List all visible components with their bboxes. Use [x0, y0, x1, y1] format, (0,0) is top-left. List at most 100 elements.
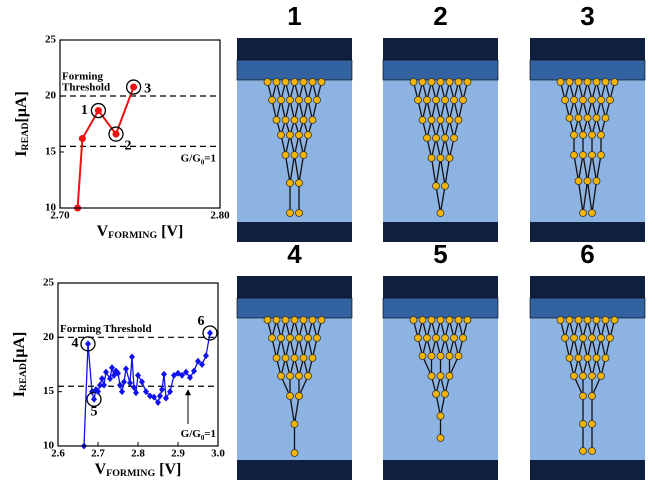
panel-label: 5 — [433, 239, 447, 269]
y-tick-label: 10 — [43, 440, 55, 452]
filament-link — [284, 154, 291, 184]
vacancy — [304, 131, 312, 139]
data-point — [157, 392, 163, 400]
data-point — [167, 388, 173, 396]
vacancy — [308, 78, 317, 86]
vacancy — [454, 78, 463, 86]
vacancy — [427, 316, 436, 324]
vacancy — [601, 114, 610, 122]
callout-ring — [86, 391, 102, 407]
data-point — [191, 367, 197, 375]
vacancy — [561, 96, 569, 104]
vacancy — [281, 151, 290, 159]
data-point — [129, 353, 135, 361]
vacancy — [436, 209, 445, 217]
vacancy — [414, 334, 422, 342]
vacancy — [263, 78, 272, 86]
data-point — [127, 379, 133, 387]
vacancy — [304, 334, 312, 342]
vacancy — [418, 116, 427, 124]
filament-link — [298, 154, 305, 184]
filament-link — [591, 154, 598, 182]
data-point — [131, 383, 137, 391]
vacancy — [308, 116, 317, 124]
vacancy — [427, 352, 436, 360]
x-tick-label: 2.9 — [171, 448, 185, 460]
reference-label-sub: 0 — [201, 159, 205, 166]
top-electrode — [237, 276, 352, 298]
plot-frame — [57, 282, 219, 447]
vacancy — [436, 372, 445, 380]
data-point — [163, 394, 169, 402]
vacancy — [277, 372, 285, 380]
bottom-electrode — [383, 222, 498, 242]
vacancy — [423, 134, 431, 142]
vacancy — [277, 334, 285, 342]
vacancy — [286, 131, 294, 139]
filament-link — [577, 180, 584, 214]
vacancy — [610, 78, 619, 86]
oxide-layer — [529, 59, 646, 81]
x-tick-label: 3.0 — [211, 448, 225, 460]
vacancy — [583, 78, 592, 86]
vacancy — [290, 420, 299, 428]
data-point — [85, 340, 91, 348]
vacancy — [268, 334, 276, 342]
vacancy — [601, 316, 610, 324]
vacancy — [272, 354, 281, 362]
y-axis-label: IREAD[μA] — [11, 332, 30, 398]
y-tick-label: 15 — [45, 146, 57, 158]
vacancy — [454, 116, 463, 124]
vacancy — [290, 316, 299, 324]
data-point — [155, 399, 161, 407]
data-point — [147, 392, 153, 400]
vacancy — [432, 134, 440, 142]
vacancy — [436, 316, 445, 324]
reference-label-main: G/G — [181, 152, 202, 164]
vacancy — [450, 134, 458, 142]
callout-ring — [108, 126, 124, 142]
vacancy — [588, 131, 596, 139]
filament-link — [595, 154, 602, 182]
vacancy — [418, 78, 427, 86]
arrow-head — [185, 389, 191, 396]
vacancy — [597, 372, 605, 380]
vacancy — [436, 78, 445, 86]
top-electrode — [383, 276, 498, 298]
data-point — [123, 365, 129, 373]
vacancy — [286, 96, 294, 104]
vacancy — [459, 96, 467, 104]
vacancy — [290, 78, 299, 86]
y-axis-label-rest: [μA] — [13, 91, 30, 122]
x-tick-label: 2.70 — [50, 210, 70, 222]
vacancy — [313, 96, 321, 104]
vacancy — [597, 334, 605, 342]
data-point — [101, 381, 107, 389]
vacancy — [592, 114, 601, 122]
vacancy — [588, 372, 596, 380]
data-point — [115, 369, 121, 377]
vacancy — [579, 209, 587, 217]
vacancy — [427, 154, 436, 162]
filament-link — [439, 157, 446, 187]
data-point — [97, 381, 103, 389]
reference-label-sub: 0 — [201, 435, 205, 442]
data-point — [99, 375, 105, 383]
x-axis-label-sub: FORMING — [106, 468, 155, 479]
y-axis-label-sub: READ — [20, 122, 31, 150]
x-axis-label-main: V — [95, 461, 107, 478]
vacancy — [441, 134, 449, 142]
reference-label-rest: =1 — [204, 152, 216, 164]
vacancy — [295, 392, 303, 400]
vacancy — [592, 354, 601, 362]
vacancy — [454, 352, 463, 360]
vacancy — [570, 151, 578, 159]
y-tick-label: 20 — [43, 331, 55, 343]
y-tick-label: 20 — [45, 90, 57, 102]
vacancy — [427, 116, 436, 124]
vacancy — [436, 154, 445, 162]
vacancy — [588, 392, 596, 400]
bottom-electrode — [530, 460, 645, 480]
vacancy — [299, 116, 308, 124]
vacancy — [570, 372, 578, 380]
